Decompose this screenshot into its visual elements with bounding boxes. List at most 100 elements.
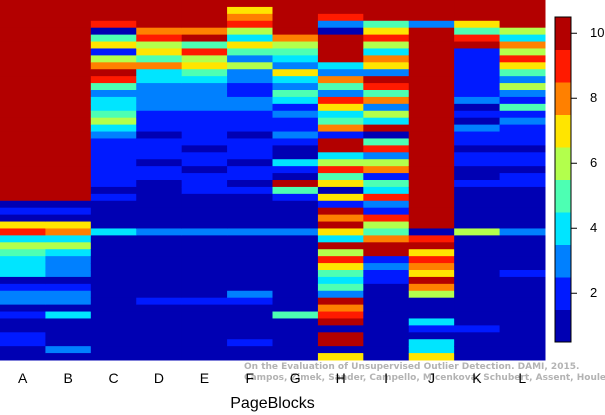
- heatmap-cell: [272, 62, 319, 70]
- heatmap-cell: [0, 34, 46, 43]
- heatmap-cell: [454, 41, 501, 49]
- heatmap-cell: [317, 249, 364, 257]
- heatmap-cell: [317, 34, 364, 43]
- heatmap-cell: [227, 6, 273, 15]
- heatmap-cell: [317, 20, 364, 29]
- heatmap-cell: [0, 200, 46, 209]
- heatmap-cell: [499, 228, 546, 236]
- colorbar-segment: [555, 277, 571, 310]
- heatmap-cell: [408, 228, 455, 236]
- heatmap-cell: [272, 124, 319, 133]
- heatmap-cell: [0, 290, 46, 299]
- heatmap-cell: [317, 297, 364, 306]
- heatmap-cell: [227, 152, 273, 160]
- heatmap-cell: [408, 62, 455, 70]
- colorbar-segment: [555, 212, 571, 245]
- heatmap-cell: [272, 207, 319, 216]
- heatmap-cell: [408, 96, 455, 105]
- heatmap-cell: [363, 27, 410, 36]
- x-tick-label: G: [289, 370, 301, 386]
- heatmap-cell: [454, 263, 501, 271]
- heatmap-cell: [499, 20, 546, 29]
- heatmap-cell: [272, 318, 319, 326]
- heatmap-cell: [454, 332, 501, 340]
- heatmap-cell: [499, 207, 546, 216]
- heatmap-cell: [181, 96, 228, 105]
- heatmap-cell: [363, 69, 410, 77]
- heatmap-cell: [454, 249, 501, 257]
- heatmap-cell: [408, 0, 455, 8]
- heatmap-cell: [408, 283, 455, 292]
- heatmap-cell: [181, 138, 228, 146]
- heatmap-cell: [0, 276, 46, 285]
- heatmap-cell: [272, 186, 319, 195]
- heatmap-cell: [0, 263, 46, 271]
- heatmap-cell: [408, 90, 455, 98]
- heatmap-cell: [408, 48, 455, 56]
- heatmap-cell: [90, 173, 137, 181]
- heatmap-cell: [45, 131, 92, 139]
- heatmap-cell: [454, 6, 501, 15]
- heatmap-cell: [317, 138, 364, 146]
- heatmap-cell: [317, 290, 364, 299]
- heatmap-cell: [272, 90, 319, 98]
- heatmap-cell: [136, 311, 183, 319]
- heatmap-cell: [454, 193, 501, 202]
- heatmap-cell: [408, 13, 455, 22]
- heatmap-cell: [136, 110, 183, 119]
- heatmap-cell: [272, 173, 319, 181]
- heatmap-cell: [90, 214, 137, 223]
- heatmap-cell: [363, 90, 410, 98]
- heatmap-cell: [499, 249, 546, 257]
- heatmap-cell: [90, 131, 137, 139]
- heatmap-cell: [45, 221, 92, 229]
- heatmap-cell: [408, 27, 455, 36]
- heatmap-cell: [0, 304, 46, 313]
- heatmap-cell: [408, 145, 455, 153]
- heatmap-cell: [499, 318, 546, 326]
- heatmap-cell: [136, 90, 183, 98]
- heatmap-cell: [90, 41, 137, 49]
- heatmap-cell: [136, 103, 183, 112]
- heatmap-cell: [227, 311, 273, 319]
- heatmap-cell: [45, 62, 92, 70]
- heatmap-cell: [181, 283, 228, 292]
- heatmap-cell: [408, 159, 455, 167]
- heatmap-cell: [317, 207, 364, 216]
- heatmap-cell: [181, 110, 228, 119]
- heatmap-cell: [408, 207, 455, 216]
- heatmap-cell: [454, 186, 501, 195]
- heatmap-cell: [499, 6, 546, 15]
- heatmap-cell: [227, 297, 273, 306]
- heatmap-cell: [90, 228, 137, 236]
- heatmap-cell: [454, 90, 501, 98]
- heatmap-cell: [45, 249, 92, 257]
- heatmap-cell: [0, 325, 46, 333]
- heatmap-cell: [0, 69, 46, 77]
- heatmap-cell: [454, 256, 501, 264]
- heatmap-cell: [45, 235, 92, 243]
- heatmap-cell: [90, 6, 137, 15]
- colorbar-segment: [555, 244, 571, 278]
- heatmap-cell: [181, 256, 228, 264]
- heatmap-cell: [45, 173, 92, 181]
- heatmap-cell: [363, 276, 410, 285]
- heatmap-cell: [317, 117, 364, 126]
- heatmap-cell: [272, 152, 319, 160]
- heatmap-cell: [136, 34, 183, 43]
- heatmap-cell: [181, 200, 228, 209]
- heatmap-cell: [454, 83, 501, 91]
- heatmap-cell: [181, 339, 228, 347]
- heatmap-cell: [408, 193, 455, 202]
- heatmap-cell: [499, 332, 546, 340]
- heatmap-cell: [227, 48, 273, 56]
- heatmap-cell: [227, 173, 273, 181]
- heatmap-cell: [181, 173, 228, 181]
- heatmap-column-G: [272, 0, 319, 361]
- heatmap-cell: [272, 332, 319, 340]
- heatmap-cell: [181, 27, 228, 36]
- heatmap-cell: [227, 103, 273, 112]
- heatmap-cell: [272, 346, 319, 354]
- x-tick-label: F: [245, 370, 255, 386]
- heatmap-cell: [317, 325, 364, 333]
